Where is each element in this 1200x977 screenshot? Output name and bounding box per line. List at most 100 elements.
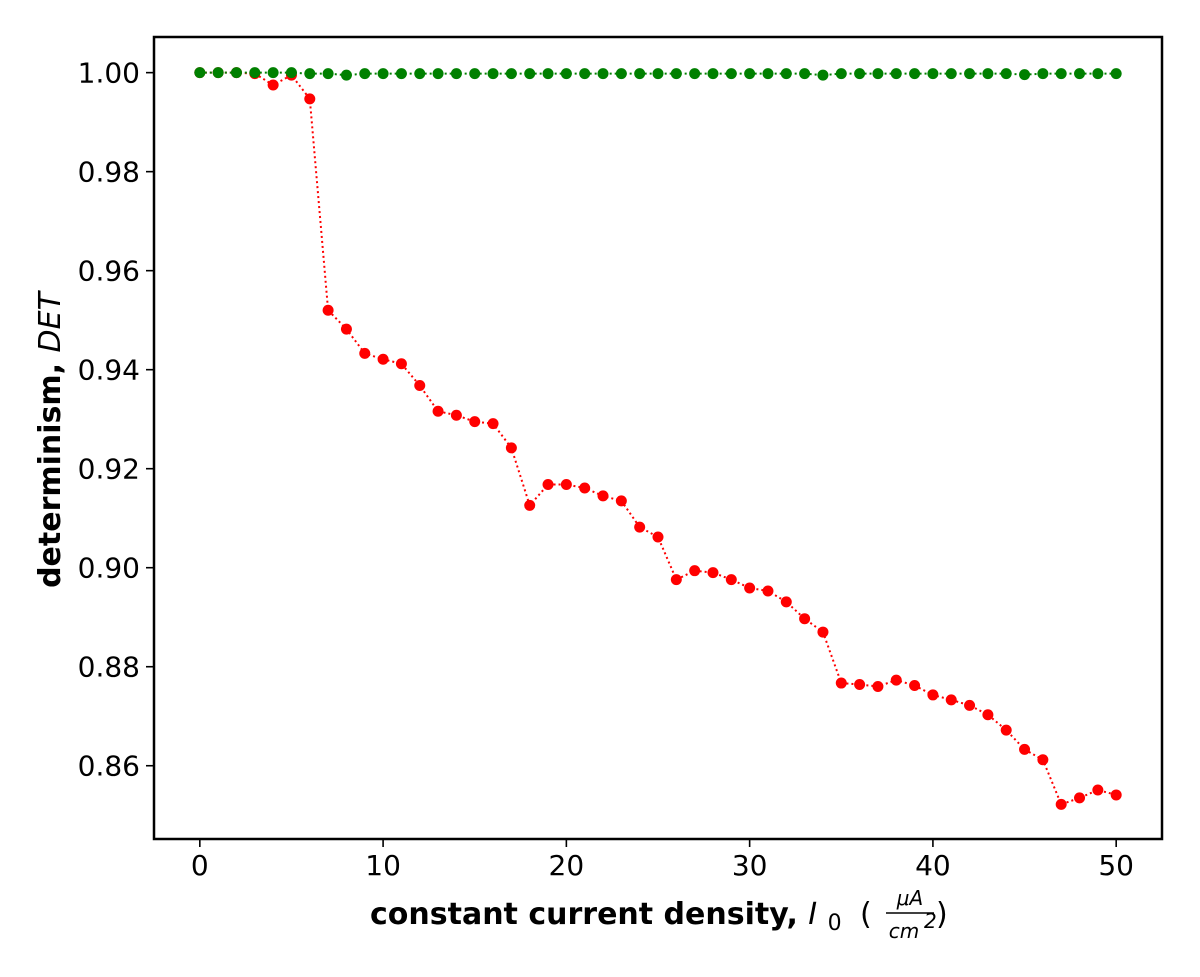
series-1-point (1019, 743, 1031, 755)
series-1-line (199, 71, 1117, 806)
series-2 (194, 67, 1122, 81)
y-tick-label: 1.00 (78, 57, 140, 90)
series-2-point (579, 68, 591, 80)
x-axis-label: constant current density, I 0 ( (370, 897, 872, 938)
series-1-point (487, 418, 499, 430)
series-1-point (395, 358, 407, 370)
series-2-point (285, 67, 297, 79)
series-2-point (689, 68, 701, 80)
series-1-point (414, 380, 426, 392)
x-tick-label: 30 (732, 849, 768, 882)
y-tick-label: 0.96 (78, 255, 140, 288)
series-1-point (1055, 798, 1067, 810)
y-tick-label: 0.94 (78, 354, 140, 387)
y-tick-label: 0.88 (78, 651, 140, 684)
x-axis-label-paren-open: ( (860, 897, 872, 932)
series-1-point (927, 689, 939, 701)
series-1-point (890, 674, 902, 686)
y-axis-label-symbol: DET (33, 289, 68, 352)
series-2-point (945, 68, 957, 80)
series-1-point (524, 499, 536, 511)
series-2-point (744, 68, 756, 80)
series-1-point (579, 482, 591, 494)
series-2-point (615, 68, 627, 80)
series-1-point (432, 405, 444, 417)
series-2-point (450, 68, 462, 80)
series-2-point (1074, 68, 1086, 80)
x-tick-label: 50 (1098, 849, 1134, 882)
series-2-point (725, 68, 737, 80)
series-1-point (725, 574, 737, 586)
series-2-point (414, 68, 426, 80)
x-axis-ticks: 0 10 20 30 40 50 (191, 839, 1134, 882)
series-2-point (377, 68, 389, 80)
series-2-point (982, 68, 994, 80)
series-1-point (322, 304, 334, 316)
series-2-point (780, 68, 792, 80)
series-2-point (909, 68, 921, 80)
series-2-point (524, 68, 536, 80)
series-1-point (634, 521, 646, 533)
x-tick-label: 40 (915, 849, 951, 882)
series-1-point (1074, 792, 1086, 804)
series-2-point (799, 68, 811, 80)
series-1-point (267, 79, 279, 91)
x-tick-label: 20 (549, 849, 585, 882)
series-1-point (817, 626, 829, 638)
series-2-point (340, 69, 352, 81)
plot-frame (152, 35, 1164, 841)
series-2-point (1092, 68, 1104, 80)
series-1-point (615, 495, 627, 507)
series-2-point (1019, 69, 1031, 81)
series-2-point (854, 68, 866, 80)
series-2-point (230, 67, 242, 79)
series-1-point (597, 490, 609, 502)
series-1-point (780, 596, 792, 608)
series-1-point (1037, 754, 1049, 766)
x-tick-label: 10 (365, 849, 401, 882)
series-1-point (982, 709, 994, 721)
series-1-point (964, 699, 976, 711)
series-1-point (762, 585, 774, 597)
series-2-point (322, 68, 334, 80)
x-axis-label-symbol: I (808, 897, 817, 932)
y-tick-label: 0.92 (78, 453, 140, 486)
series-2-point (762, 68, 774, 80)
series-1-point (835, 677, 847, 689)
y-axis-label-text: determinism, (33, 352, 68, 587)
x-axis-unit-denominator: cm (889, 919, 919, 943)
series-1-point (707, 567, 719, 579)
series-1-point (854, 679, 866, 691)
series-1-point (542, 479, 554, 491)
y-tick-label: 0.90 (78, 552, 140, 585)
series-2-point (395, 68, 407, 80)
series-1-point (560, 479, 572, 491)
series-2-point (652, 68, 664, 80)
x-axis-unit-paren-close: ) (936, 897, 948, 932)
series-1-point (1092, 784, 1104, 796)
series-1-point (340, 323, 352, 335)
series-1-point (689, 565, 701, 577)
y-axis-label: determinism, DET (33, 289, 68, 588)
series-2-point (927, 68, 939, 80)
series-2-point (249, 67, 261, 79)
series-1-point (909, 680, 921, 692)
series-1-point (799, 613, 811, 625)
series-2-point (1000, 68, 1012, 80)
series-2-point (707, 68, 719, 80)
series-2-point (487, 68, 499, 80)
y-tick-label: 0.98 (78, 156, 140, 189)
y-tick-label: 0.86 (78, 750, 140, 783)
series-1-point (469, 416, 481, 428)
series-1-point (359, 347, 371, 359)
series-1-point (1000, 724, 1012, 736)
x-axis-unit-numerator: μA (896, 886, 923, 910)
series-2-point (469, 68, 481, 80)
series-2-point (670, 68, 682, 80)
series-2-point (964, 68, 976, 80)
series-2-point (872, 68, 884, 80)
series-2-point (890, 68, 902, 80)
series-1 (194, 67, 1122, 810)
x-axis-label-subscript: 0 (828, 911, 842, 936)
series-2-point (1110, 68, 1122, 80)
